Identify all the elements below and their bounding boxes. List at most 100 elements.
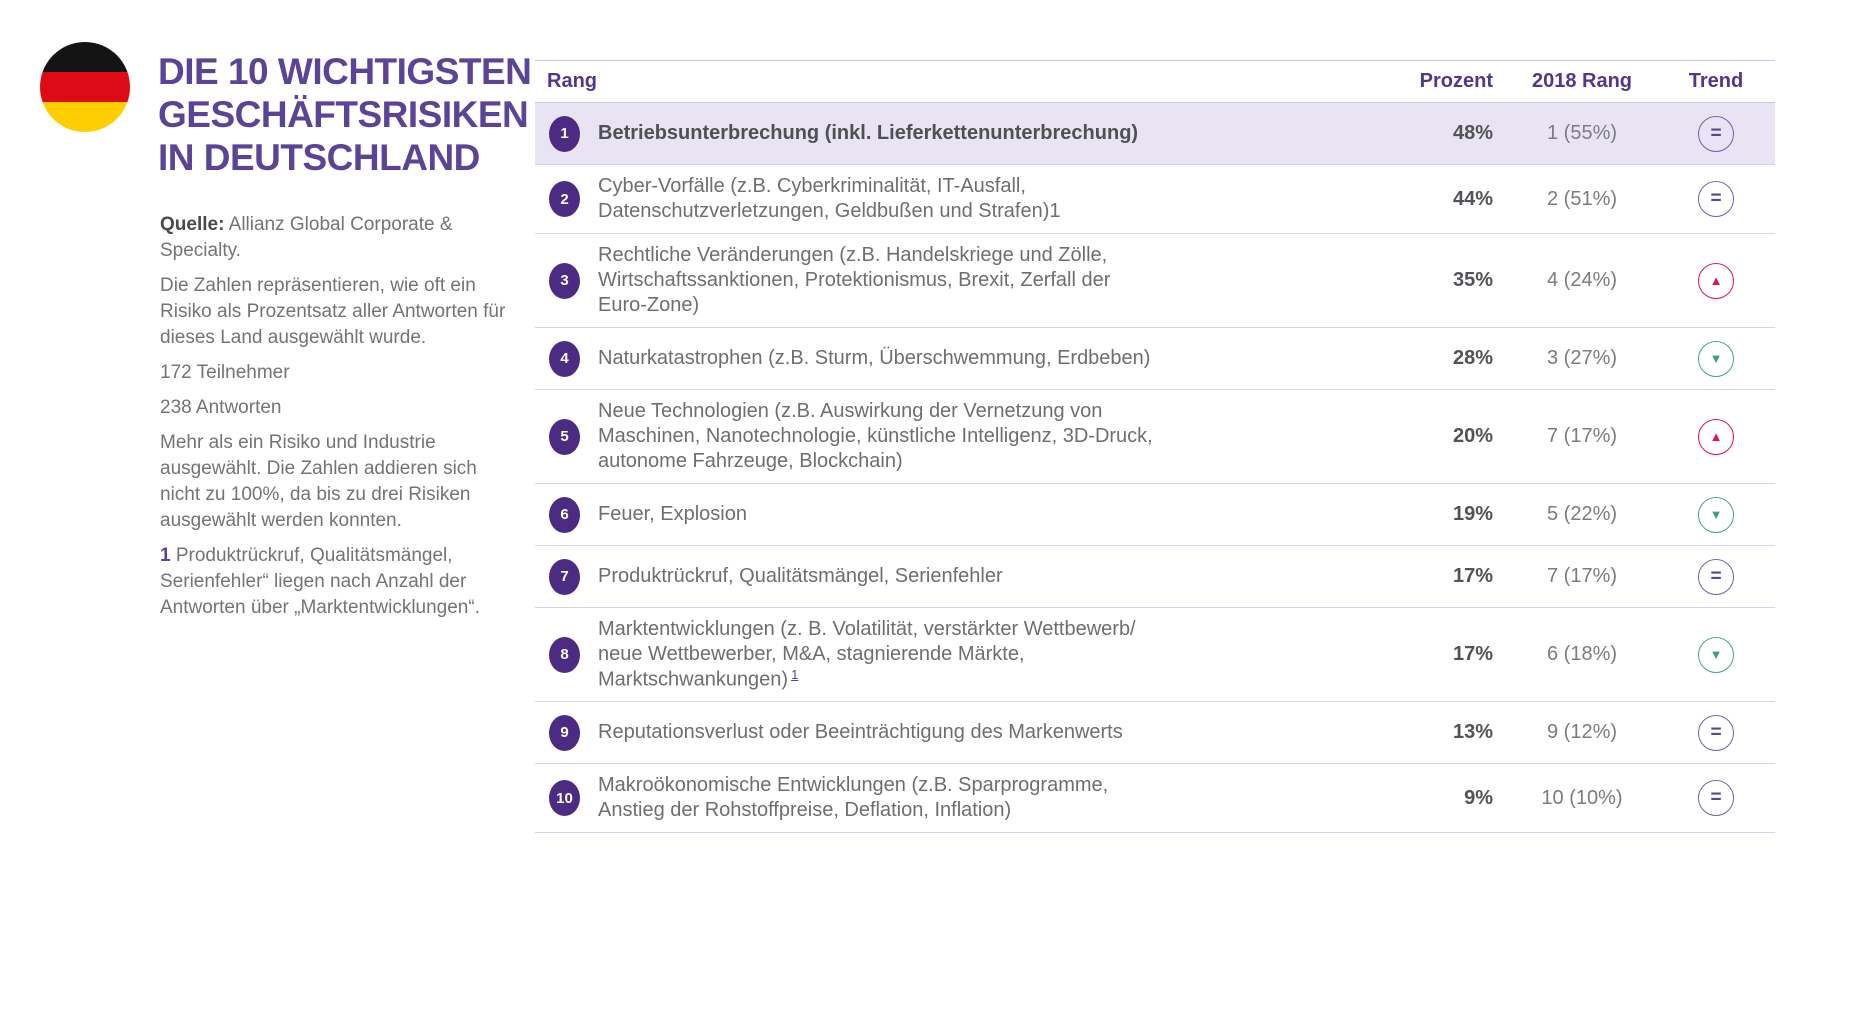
risk-text: Reputationsverlust oder Beeinträchtigung…: [598, 721, 1123, 744]
risk-text: Cyber-Vorfälle (z.B. Cyberkriminalität, …: [598, 175, 1061, 222]
risk-table-body: 1 Betriebsunterbrechung (inkl. Lieferket…: [535, 103, 1775, 834]
rank-2018-value: 7 (17%): [1546, 565, 1618, 587]
risk-footnote-sup: 1: [791, 667, 799, 682]
rank-2018-value: 7 (17%): [1546, 425, 1618, 447]
risk-text: Betriebsunterbrechung (inkl. Lieferkette…: [598, 122, 1139, 144]
rank-2018-value: 4 (24%): [1546, 269, 1618, 291]
percent-cell: 9%: [1382, 787, 1507, 810]
rank-2018-value: 10 (10%): [1541, 786, 1623, 809]
risk-cell: 3 Rechtliche Veränderungen (z.B. Handels…: [535, 243, 1382, 318]
rank-2018-cell: 4 (24%): [1507, 269, 1657, 292]
rank-badge: 8: [549, 636, 580, 673]
risk-cell: 4 Naturkatastrophen (z.B. Sturm, Übersch…: [535, 340, 1382, 377]
risk-text: Neue Technologien (z.B. Auswirkung der V…: [598, 400, 1153, 472]
rank-badge: 5: [549, 418, 580, 455]
percent-cell: 48%: [1382, 122, 1507, 145]
trend-cell: =: [1657, 558, 1775, 595]
trend-cell: ▲: [1657, 418, 1775, 455]
percent-value: 19%: [1452, 503, 1493, 525]
trend-cell: =: [1657, 780, 1775, 817]
table-row: 4 Naturkatastrophen (z.B. Sturm, Übersch…: [535, 328, 1775, 390]
percent-value: 9%: [1464, 786, 1493, 809]
trend-up-icon: ▲: [1698, 418, 1734, 455]
rank-badge: 4: [549, 340, 580, 377]
percent-value: 20%: [1452, 425, 1493, 447]
percent-cell: 17%: [1382, 565, 1507, 588]
rank-2018-cell: 9 (12%): [1507, 721, 1657, 744]
risk-cell: 6 Feuer, Explosion: [535, 496, 1382, 533]
source-label: Quelle:: [160, 214, 225, 235]
trend-down-icon: ▼: [1698, 496, 1734, 533]
risk-text-wrap: Marktentwicklungen (z. B. Volatilität, v…: [598, 617, 1136, 692]
risk-text-wrap: Cyber-Vorfälle (z.B. Cyberkriminalität, …: [598, 174, 1061, 224]
rank-2018-value: 9 (12%): [1546, 721, 1618, 744]
rank-2018-cell: 5 (22%): [1507, 503, 1657, 526]
percent-value: 48%: [1452, 122, 1493, 144]
column-header-rang: Rang: [547, 70, 597, 92]
table-row: 6 Feuer, Explosion 19% 5 (22%) ▼: [535, 484, 1775, 546]
page-title: DIE 10 WICHTIGSTEN GESCHÄFTSRISIKEN IN D…: [158, 51, 532, 178]
table-row: 9 Reputationsverlust oder Beeinträchtigu…: [535, 702, 1775, 765]
table-row: 2 Cyber-Vorfälle (z.B. Cyberkriminalität…: [535, 165, 1775, 234]
column-header-prozent: Prozent: [1419, 70, 1493, 92]
trend-cell: ▲: [1657, 262, 1775, 299]
rank-2018-cell: 2 (51%): [1507, 188, 1657, 211]
percent-cell: 13%: [1382, 721, 1507, 744]
percent-cell: 17%: [1382, 643, 1507, 666]
rank-badge: 2: [549, 181, 580, 217]
trend-equal-icon: =: [1698, 714, 1734, 751]
trend-cell: ▼: [1657, 496, 1775, 533]
percent-cell: 19%: [1382, 503, 1507, 526]
trend-cell: =: [1657, 115, 1775, 152]
trend-cell: =: [1657, 181, 1775, 217]
risk-cell: 5 Neue Technologien (z.B. Auswirkung der…: [535, 399, 1382, 474]
risk-text: Makroökonomische Entwicklungen (z.B. Spa…: [598, 774, 1109, 822]
rank-badge: 10: [549, 780, 580, 817]
risk-text: Marktentwicklungen (z. B. Volatilität, v…: [598, 618, 1136, 691]
percent-value: 17%: [1452, 643, 1493, 666]
risk-text: Rechtliche Veränderungen (z.B. Handelskr…: [598, 244, 1111, 316]
rank-2018-cell: 1 (55%): [1507, 122, 1657, 145]
flag-band-black: [40, 42, 130, 72]
trend-equal-icon: =: [1698, 181, 1734, 217]
risk-text-wrap: Naturkatastrophen (z.B. Sturm, Überschwe…: [598, 346, 1150, 371]
risk-cell: 10 Makroökonomische Entwicklungen (z.B. …: [535, 773, 1382, 823]
answers-count: 238 Antworten: [160, 397, 282, 418]
risk-text-wrap: Neue Technologien (z.B. Auswirkung der V…: [598, 399, 1153, 474]
risk-cell: 8 Marktentwicklungen (z. B. Volatilität,…: [535, 617, 1382, 692]
flag-band-red: [40, 72, 130, 102]
risk-text: Naturkatastrophen (z.B. Sturm, Überschwe…: [598, 347, 1151, 369]
methodology-note: Die Zahlen repräsentieren, wie oft ein R…: [160, 275, 506, 348]
risk-text-wrap: Rechtliche Veränderungen (z.B. Handelskr…: [598, 243, 1110, 318]
rank-badge: 9: [549, 714, 580, 751]
trend-equal-icon: =: [1698, 780, 1734, 817]
risk-text: Produktrückruf, Qualitätsmängel, Serienf…: [598, 565, 1003, 587]
percent-cell: 35%: [1382, 269, 1507, 292]
rank-2018-cell: 7 (17%): [1507, 565, 1657, 588]
risk-cell: 7 Produktrückruf, Qualitätsmängel, Serie…: [535, 558, 1382, 595]
source-text: Allianz Global Corporate & Specialty.: [160, 214, 453, 261]
rank-2018-value: 5 (22%): [1546, 503, 1618, 525]
rank-badge: 7: [549, 558, 580, 595]
risk-table: Rang Prozent 2018 Rang Trend 1 Betriebsu…: [535, 60, 1775, 834]
participants-count: 172 Teilnehmer: [160, 362, 290, 383]
selection-note: Mehr als ein Risiko und Industrie ausgew…: [160, 432, 477, 531]
footnote-text: Produktrückruf, Qualitätsmängel, Serienf…: [160, 545, 480, 618]
trend-cell: ▼: [1657, 340, 1775, 377]
risk-text-wrap: Produktrückruf, Qualitätsmängel, Serienf…: [598, 564, 1003, 589]
risk-cell: 1 Betriebsunterbrechung (inkl. Lieferket…: [535, 115, 1382, 152]
methodology-block: Quelle: Allianz Global Corporate & Speci…: [160, 212, 512, 630]
column-header-2018-rang: 2018 Rang: [1531, 70, 1633, 92]
rank-badge: 1: [549, 115, 580, 152]
trend-equal-icon: =: [1698, 558, 1734, 595]
percent-value: 35%: [1452, 269, 1493, 291]
rank-2018-cell: 10 (10%): [1507, 787, 1657, 810]
trend-down-icon: ▼: [1698, 340, 1734, 377]
table-row: 1 Betriebsunterbrechung (inkl. Lieferket…: [535, 103, 1775, 165]
rank-2018-cell: 3 (27%): [1507, 347, 1657, 370]
rank-2018-cell: 6 (18%): [1507, 643, 1657, 666]
table-header-row: Rang Prozent 2018 Rang Trend: [535, 60, 1775, 103]
rank-badge: 3: [549, 262, 580, 299]
table-row: 3 Rechtliche Veränderungen (z.B. Handels…: [535, 234, 1775, 328]
